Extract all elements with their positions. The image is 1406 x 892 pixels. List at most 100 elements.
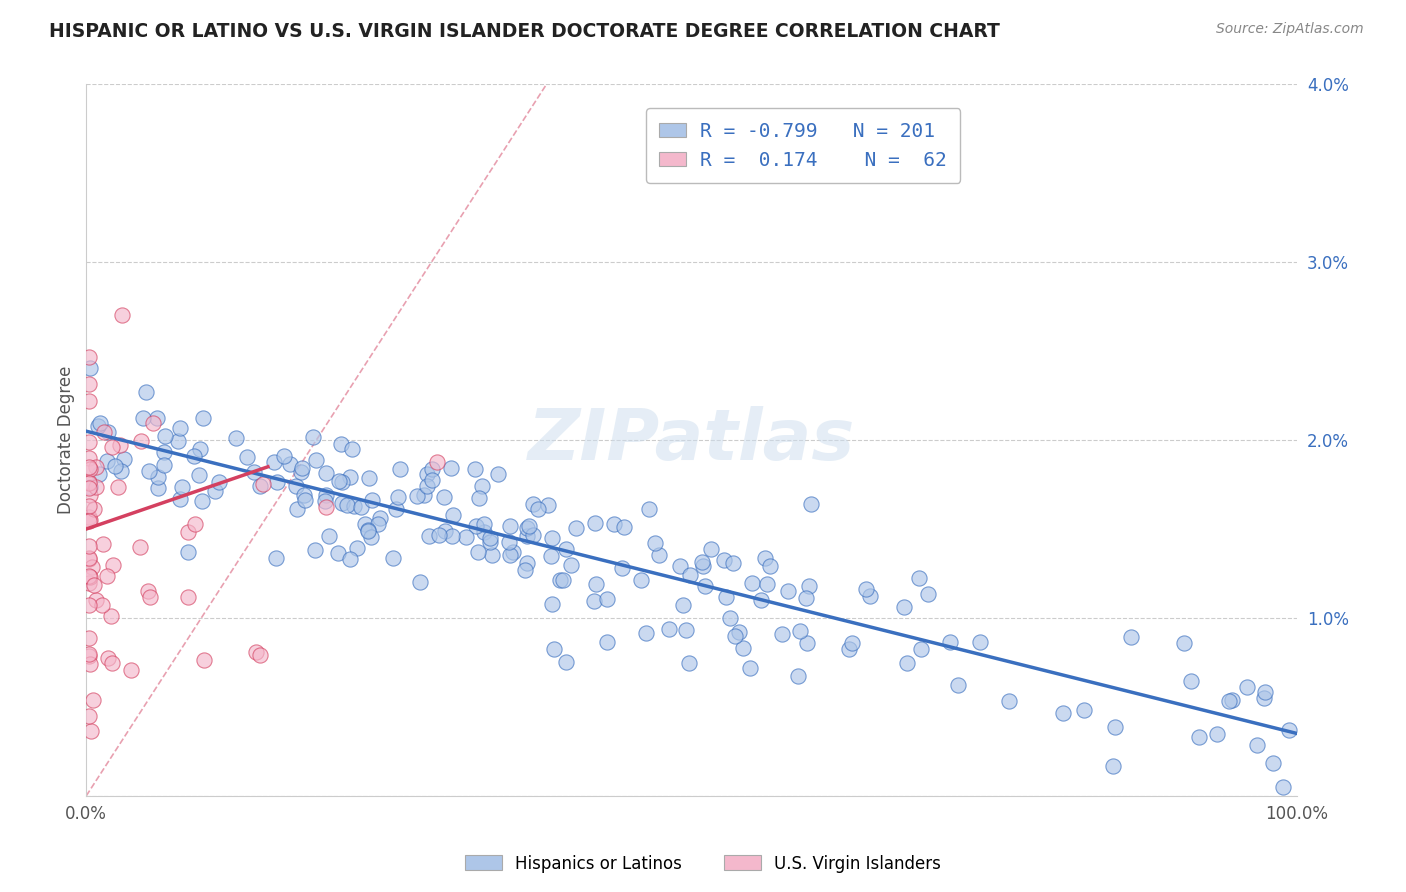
Point — [513, 563, 536, 577]
Point — [287, 502, 309, 516]
Point — [420, 474, 443, 488]
Point — [77, 481, 100, 495]
Point — [540, 598, 562, 612]
Point — [142, 416, 165, 430]
Point — [540, 549, 562, 564]
Point — [290, 466, 312, 480]
Point — [910, 641, 932, 656]
Point — [749, 593, 772, 607]
Point — [242, 465, 264, 479]
Point — [91, 598, 114, 612]
Point — [138, 590, 160, 604]
Point — [1278, 723, 1301, 737]
Point — [800, 497, 823, 511]
Point — [678, 656, 700, 670]
Point — [527, 501, 550, 516]
Point — [107, 480, 129, 494]
Point — [339, 470, 361, 484]
Point — [77, 450, 100, 465]
Point — [610, 561, 633, 575]
Point — [433, 524, 456, 539]
Point — [87, 467, 110, 481]
Point — [79, 480, 101, 494]
Point — [672, 599, 695, 613]
Point — [516, 529, 538, 543]
Point — [1188, 730, 1211, 744]
Point — [340, 442, 363, 456]
Point — [658, 622, 681, 636]
Point — [357, 524, 380, 539]
Point — [249, 648, 271, 662]
Point — [1073, 703, 1095, 717]
Point — [111, 308, 134, 322]
Point — [1253, 691, 1275, 706]
Point — [1119, 630, 1142, 644]
Point — [471, 479, 494, 493]
Point — [183, 449, 205, 463]
Legend: Hispanics or Latinos, U.S. Virgin Islanders: Hispanics or Latinos, U.S. Virgin Island… — [458, 848, 948, 880]
Point — [101, 440, 124, 454]
Point — [896, 656, 918, 670]
Point — [692, 558, 714, 573]
Point — [368, 511, 391, 525]
Point — [84, 460, 107, 475]
Point — [728, 625, 751, 640]
Point — [77, 569, 100, 583]
Point — [91, 536, 114, 550]
Point — [77, 376, 100, 391]
Point — [648, 548, 671, 562]
Point — [516, 521, 538, 535]
Point — [153, 458, 176, 472]
Point — [1254, 685, 1277, 699]
Point — [357, 471, 380, 485]
Point — [700, 541, 723, 556]
Point — [519, 519, 541, 533]
Point — [350, 500, 373, 514]
Point — [859, 589, 882, 603]
Point — [969, 635, 991, 649]
Point — [548, 573, 571, 587]
Point — [138, 464, 160, 478]
Point — [191, 410, 214, 425]
Point — [741, 576, 763, 591]
Point — [83, 501, 105, 516]
Point — [690, 555, 713, 569]
Point — [560, 558, 582, 573]
Point — [502, 544, 524, 558]
Point — [100, 608, 122, 623]
Point — [595, 591, 617, 606]
Point — [77, 576, 100, 591]
Point — [339, 552, 361, 566]
Point — [387, 491, 409, 505]
Point — [77, 631, 100, 645]
Point — [169, 421, 191, 435]
Point — [1102, 759, 1125, 773]
Point — [177, 545, 200, 559]
Point — [540, 531, 562, 545]
Point — [77, 709, 100, 723]
Point — [77, 514, 100, 528]
Point — [388, 461, 411, 475]
Point — [89, 416, 111, 430]
Point — [776, 583, 799, 598]
Point — [998, 694, 1021, 708]
Point — [315, 467, 337, 481]
Point — [80, 723, 103, 738]
Point — [77, 598, 100, 612]
Point — [84, 593, 107, 607]
Point — [693, 579, 716, 593]
Point — [1246, 738, 1268, 752]
Point — [79, 461, 101, 475]
Point — [290, 461, 312, 475]
Point — [79, 488, 101, 502]
Point — [77, 648, 100, 663]
Point — [79, 361, 101, 376]
Point — [302, 430, 325, 444]
Point — [908, 571, 931, 585]
Point — [77, 550, 100, 565]
Point — [79, 551, 101, 566]
Point — [464, 462, 486, 476]
Point — [96, 454, 118, 468]
Point — [479, 531, 502, 545]
Point — [236, 450, 259, 464]
